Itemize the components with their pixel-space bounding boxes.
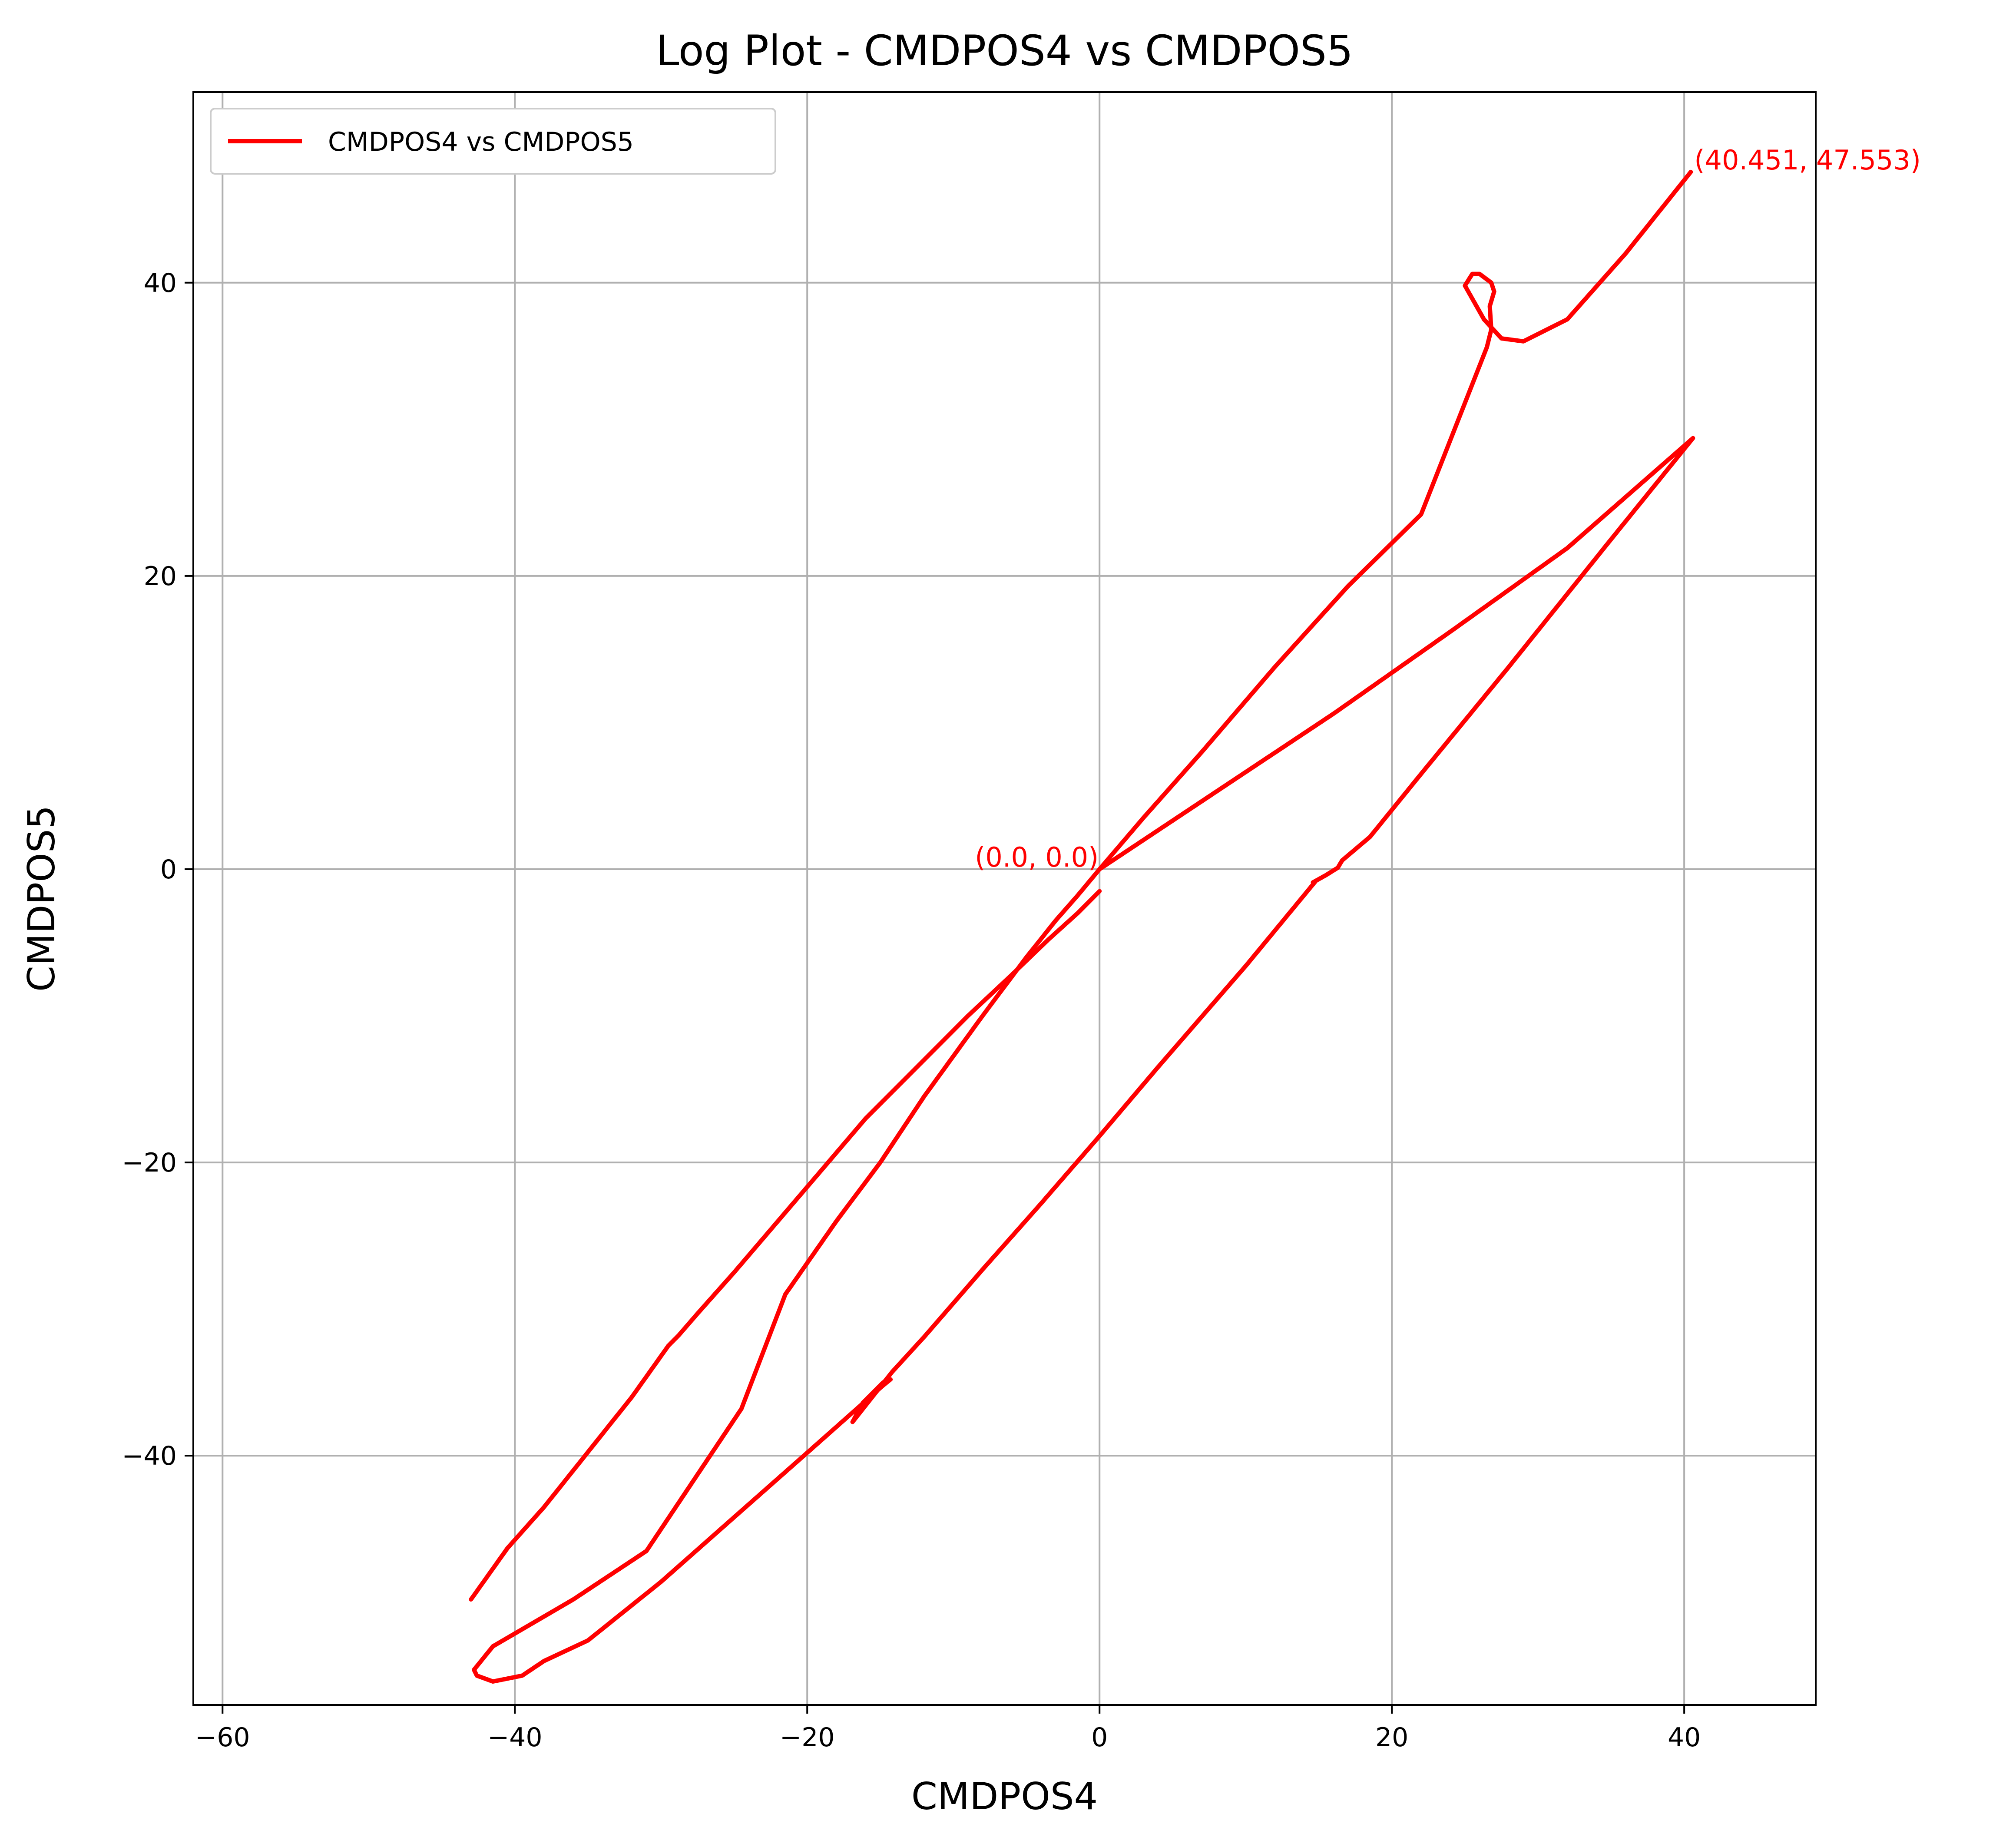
grid [193,92,1816,1705]
series-line [472,169,1695,1684]
y-tick-label: 40 [144,268,177,298]
y-tick-label: −20 [122,1148,177,1178]
x-tick-label: 40 [1668,1722,1701,1753]
x-tick-label: 0 [1091,1722,1108,1753]
chart-title: Log Plot - CMDPOS4 vs CMDPOS5 [656,26,1353,75]
x-tick-label: −20 [780,1722,835,1753]
y-axis-ticks: −40 −20 0 20 40 [122,268,193,1471]
x-tick-label: 20 [1375,1722,1408,1753]
series-line-segment [469,889,1102,1602]
y-tick-label: 20 [144,561,177,592]
legend-item-label: CMDPOS4 vs CMDPOS5 [328,127,634,157]
annotations: (40.451, 47.553) (0.0, 0.0) [975,144,1921,873]
x-axis-label: CMDPOS4 [911,1775,1098,1818]
plot-area [469,169,1695,1684]
legend: CMDPOS4 vs CMDPOS5 [210,108,776,175]
y-tick-label: −40 [122,1441,177,1471]
axes-frame [192,91,1817,1706]
end-point-annotation: (40.451, 47.553) [1694,144,1921,176]
x-tick-label: −40 [487,1722,543,1753]
x-axis-ticks: −60 −40 −20 0 20 40 [195,1705,1701,1753]
x-tick-label: −60 [195,1722,250,1753]
start-point-annotation: (0.0, 0.0) [975,841,1099,873]
y-tick-label: 0 [160,854,177,885]
legend-box [210,108,776,175]
y-axis-label: CMDPOS5 [20,805,63,992]
